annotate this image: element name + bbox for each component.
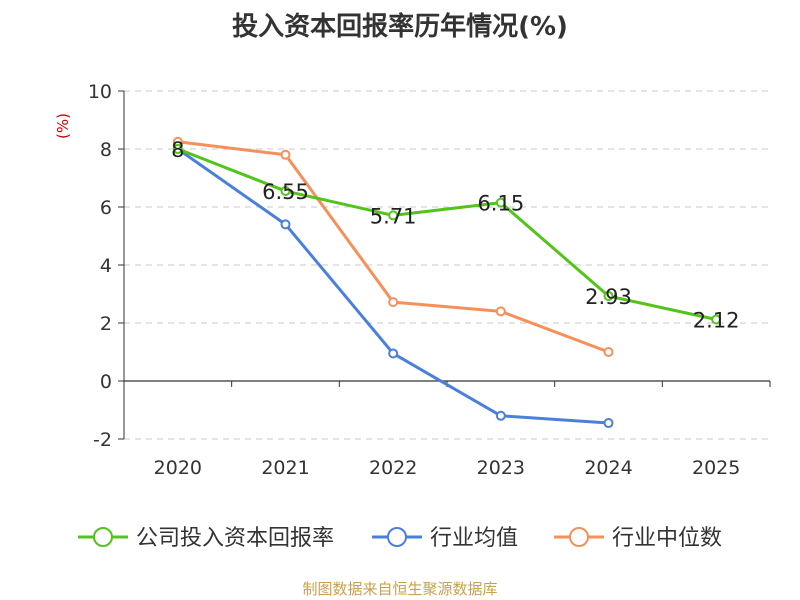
data-label: 5.71 xyxy=(370,204,417,228)
source-note: 制图数据来自恒生聚源数据库 xyxy=(302,580,498,598)
data-point xyxy=(603,291,614,302)
data-point xyxy=(280,186,291,197)
y-tick-label: 4 xyxy=(100,255,112,277)
legend-marker xyxy=(569,527,589,547)
legend-label: 行业均值 xyxy=(430,526,518,551)
data-label: 2.93 xyxy=(585,285,632,309)
data-label: 8 xyxy=(171,138,184,162)
y-tick-label: 8 xyxy=(100,139,112,161)
y-axis-unit-label: (%) xyxy=(54,113,72,139)
data-label: 6.55 xyxy=(262,180,309,204)
x-tick-label: 2023 xyxy=(477,457,525,479)
legend-marker xyxy=(387,527,407,547)
y-tick-label: 6 xyxy=(100,197,112,219)
series-line xyxy=(177,147,717,321)
data-point xyxy=(495,197,506,208)
data-point xyxy=(603,418,614,429)
y-tick-label: 0 xyxy=(100,371,112,393)
x-tick-label: 2022 xyxy=(369,457,417,479)
x-tick-label: 2025 xyxy=(692,457,740,479)
data-point xyxy=(280,219,291,230)
x-tick-label: 2020 xyxy=(154,457,202,479)
data-point xyxy=(388,210,399,221)
legend-label: 行业中位数 xyxy=(612,526,722,551)
y-tick-label: 10 xyxy=(88,81,112,103)
data-label: 2.12 xyxy=(693,309,740,333)
data-point xyxy=(603,347,614,357)
y-tick-label: 2 xyxy=(100,313,112,335)
data-point xyxy=(172,144,183,154)
data-point xyxy=(711,314,722,325)
data-point xyxy=(495,306,506,317)
data-label: 6.15 xyxy=(477,192,524,216)
x-tick-label: 2024 xyxy=(584,457,632,479)
legend-marker xyxy=(93,527,113,547)
data-point xyxy=(388,297,399,308)
x-tick-label: 2021 xyxy=(261,457,309,479)
data-point xyxy=(388,348,399,359)
chart-title: 投入资本回报率历年情况(%) xyxy=(232,12,568,42)
legend-label: 公司投入资本回报率 xyxy=(136,526,334,551)
data-point xyxy=(495,410,506,421)
data-point xyxy=(280,149,291,160)
series-line xyxy=(176,147,609,425)
y-tick-label: -2 xyxy=(93,429,112,451)
